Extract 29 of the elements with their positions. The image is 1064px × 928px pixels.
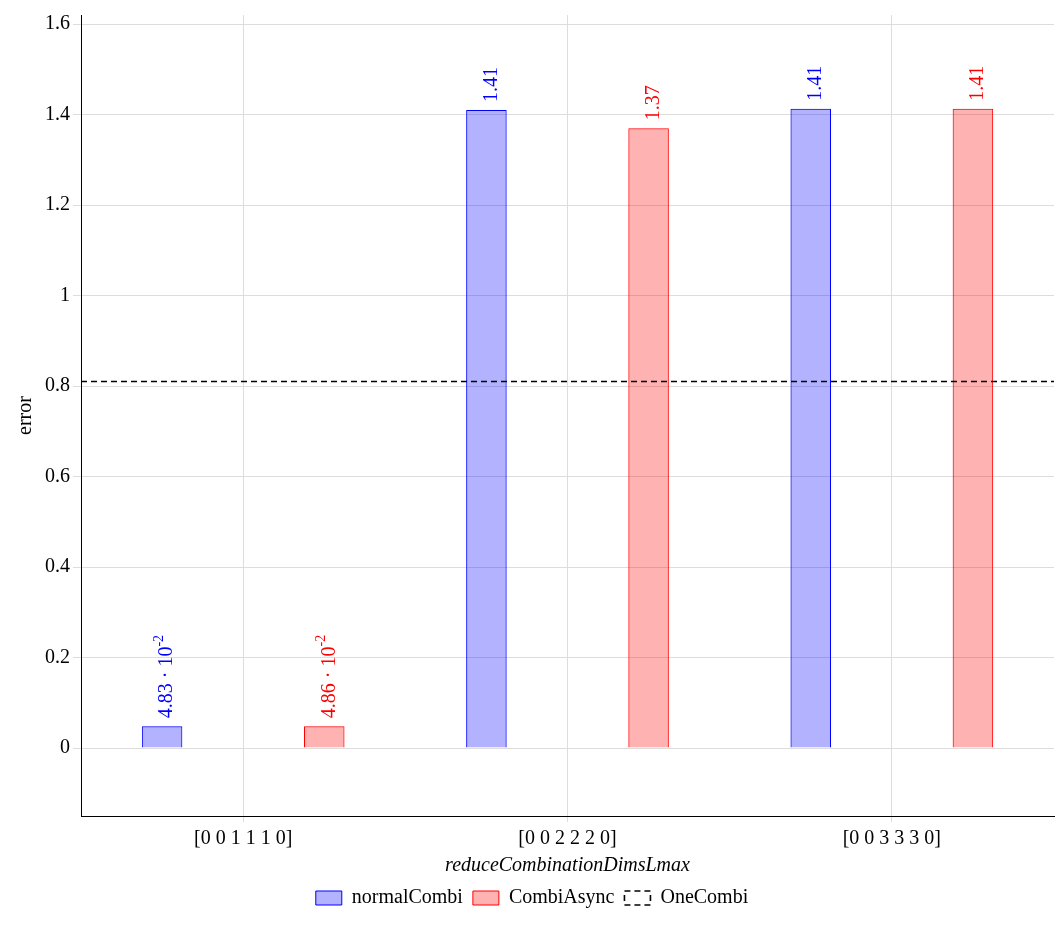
legend-label: OneCombi xyxy=(660,885,749,908)
y-tick-label: 0.2 xyxy=(45,644,70,667)
bar xyxy=(629,129,668,748)
data-label: 4.83 · 10-2 xyxy=(150,634,177,719)
y-tick-label: 0 xyxy=(60,735,70,758)
y-tick-label: 0.4 xyxy=(45,554,70,577)
y-tick-label: 1.4 xyxy=(45,101,70,124)
bar xyxy=(142,727,182,748)
y-tick-label: 0.6 xyxy=(45,463,70,486)
data-label: 1.41 xyxy=(965,65,988,101)
bar xyxy=(303,726,345,748)
data-label: 1.41 xyxy=(478,67,501,103)
bar xyxy=(467,111,506,748)
y-tick-label: 0.8 xyxy=(45,373,70,396)
data-label: 1.41 xyxy=(803,65,825,101)
bar xyxy=(953,109,993,748)
legend-label: CombiAsync xyxy=(508,885,615,909)
data-label: 4.86 · 10-2 xyxy=(312,634,339,719)
y-tick-label: 1.6 xyxy=(45,11,70,34)
legend-label: normalCombi xyxy=(351,885,464,908)
y-axis-title: error xyxy=(13,395,36,435)
bar xyxy=(790,108,832,748)
x-tick-label: [0 0 2 2 2 0] xyxy=(518,826,617,849)
y-tick-label: 1 xyxy=(60,282,70,305)
data-label: 1.37 xyxy=(640,85,663,121)
x-tick-label: [0 0 3 3 3 0] xyxy=(842,826,941,849)
x-axis-title: reduceCombinationDimsLmax xyxy=(445,853,691,876)
y-tick-label: 1.2 xyxy=(45,192,70,215)
x-tick-label: [0 0 1 1 1 0] xyxy=(194,826,293,849)
